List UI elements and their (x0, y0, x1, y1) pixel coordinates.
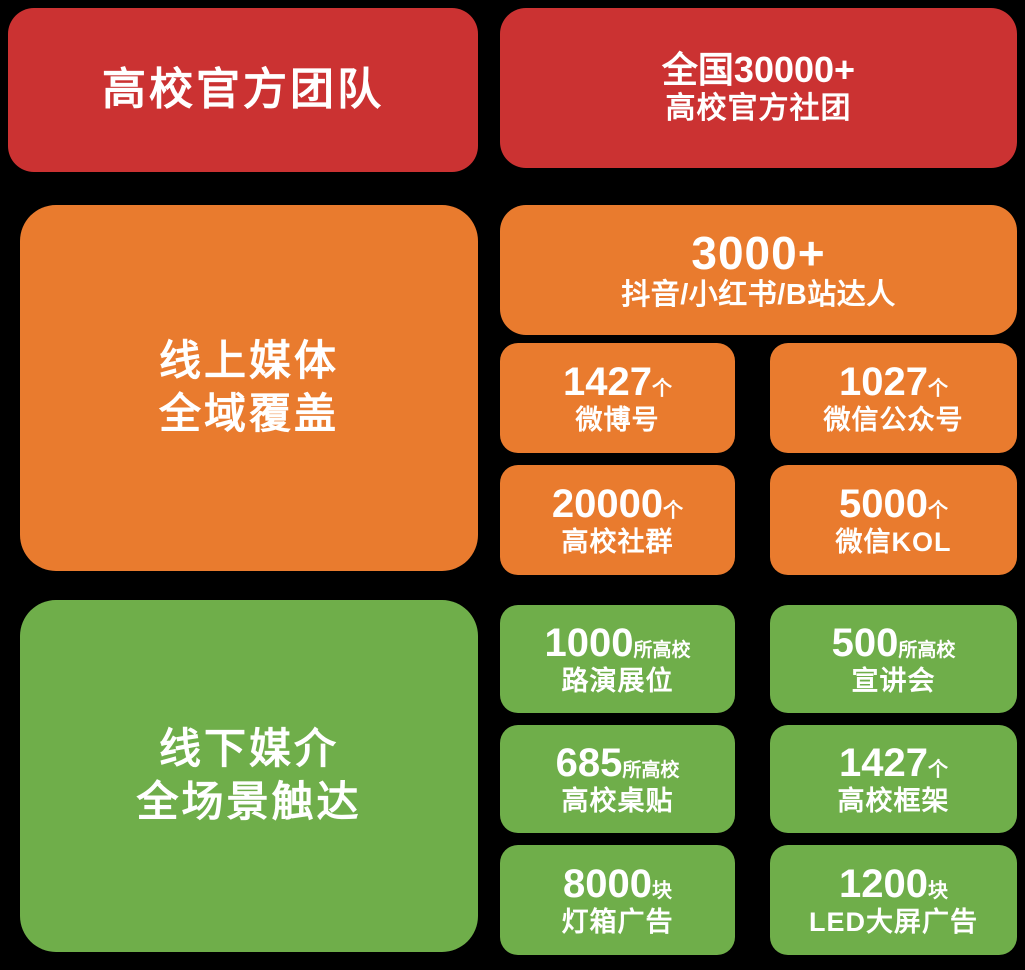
stat-unit-campus-groups: 个 (663, 499, 684, 522)
stat-number-kol-creators: 3000+ (691, 226, 826, 279)
stat-top-desk-stickers: 685所高校 (555, 740, 680, 785)
stat-top-info-sessions: 500所高校 (831, 620, 956, 665)
stat-unit-led-screen-ads: 块 (927, 879, 948, 902)
stat-number-campus-groups: 20000 (551, 481, 664, 526)
stat-top-lightbox-ads: 8000块 (563, 861, 672, 906)
category-title-offline-media-line2: 全场景触达 (136, 778, 362, 825)
stat-label-lightbox-ads: 灯箱广告 (561, 907, 674, 938)
stat-number-wechat-kol: 5000 (839, 481, 928, 526)
stat-card-kol-creators[interactable]: 3000+ 抖音/小红书/B站达人 (500, 205, 1017, 335)
category-card-offline-media[interactable]: 线下媒介 全场景触达 (20, 600, 478, 952)
stat-unit-info-sessions: 所高校 (898, 639, 956, 661)
stat-card-campus-groups[interactable]: 20000个 高校社群 (500, 465, 735, 575)
stat-label-campus-groups: 高校社群 (561, 527, 674, 558)
stat-label-wechat-kol: 微信KOL (835, 527, 952, 558)
stat-top-campus-groups: 20000个 (551, 481, 684, 526)
stat-label-campus-frames: 高校框架 (837, 786, 950, 817)
stat-label-weibo-accounts: 微博号 (575, 405, 660, 436)
stat-card-official-clubs[interactable]: 全国30000+ 高校官方社团 (500, 8, 1017, 168)
stat-unit-desk-stickers: 所高校 (622, 759, 680, 781)
stat-label-official-clubs: 高校官方社团 (665, 91, 852, 125)
stat-number-info-sessions: 500 (831, 620, 899, 665)
stat-card-weibo-accounts[interactable]: 1427个 微博号 (500, 343, 735, 453)
stat-card-lightbox-ads[interactable]: 8000块 灯箱广告 (500, 845, 735, 955)
stat-card-wechat-kol[interactable]: 5000个 微信KOL (770, 465, 1017, 575)
stat-unit-wechat-official-accounts: 个 (927, 377, 948, 400)
category-title-online-media-line1: 线上媒体 (158, 337, 339, 385)
stat-headline-nationwide-count: 全国30000+ (661, 48, 856, 90)
stat-top-campus-frames: 1427个 (839, 740, 948, 785)
stat-unit-campus-frames: 个 (927, 758, 948, 781)
stat-label-wechat-official-accounts: 微信公众号 (823, 405, 964, 436)
stat-number-roadshow-booths: 1000 (544, 620, 634, 665)
stat-unit-roadshow-booths: 所高校 (633, 639, 691, 661)
stat-label-desk-stickers: 高校桌贴 (561, 786, 674, 817)
stat-number-campus-frames: 1427 (839, 740, 928, 785)
stat-number-led-screen-ads: 1200 (839, 861, 928, 906)
stat-label-kol-creators: 抖音/小红书/B站达人 (621, 279, 896, 312)
stat-top-wechat-kol: 5000个 (839, 481, 948, 526)
stat-top-weibo-accounts: 1427个 (563, 359, 672, 404)
category-card-online-media[interactable]: 线上媒体 全域覆盖 (20, 205, 478, 571)
category-title-online-media-line2: 全域覆盖 (158, 390, 339, 437)
stat-label-led-screen-ads: LED大屏广告 (809, 907, 978, 938)
stat-number-wechat-official-accounts: 1027 (839, 359, 928, 404)
category-title-official-team: 高校官方团队 (102, 65, 384, 115)
stat-top-roadshow-booths: 1000所高校 (544, 620, 691, 665)
stat-card-roadshow-booths[interactable]: 1000所高校 路演展位 (500, 605, 735, 713)
stat-card-campus-frames[interactable]: 1427个 高校框架 (770, 725, 1017, 833)
stat-card-info-sessions[interactable]: 500所高校 宣讲会 (770, 605, 1017, 713)
stat-label-roadshow-booths: 路演展位 (561, 666, 674, 697)
stat-unit-weibo-accounts: 个 (651, 377, 672, 400)
stat-number-desk-stickers: 685 (555, 740, 623, 785)
stat-top-led-screen-ads: 1200块 (839, 861, 948, 906)
category-card-official-team[interactable]: 高校官方团队 (8, 8, 478, 172)
stat-unit-lightbox-ads: 块 (651, 879, 672, 902)
stat-number-lightbox-ads: 8000 (563, 861, 652, 906)
category-title-offline-media-line1: 线下媒介 (158, 725, 339, 773)
stat-card-led-screen-ads[interactable]: 1200块 LED大屏广告 (770, 845, 1017, 955)
stat-label-info-sessions: 宣讲会 (851, 666, 936, 697)
stat-card-wechat-official-accounts[interactable]: 1027个 微信公众号 (770, 343, 1017, 453)
stat-card-desk-stickers[interactable]: 685所高校 高校桌贴 (500, 725, 735, 833)
stat-unit-wechat-kol: 个 (927, 499, 948, 522)
stat-top-wechat-official-accounts: 1027个 (839, 359, 948, 404)
stat-number-weibo-accounts: 1427 (563, 359, 652, 404)
